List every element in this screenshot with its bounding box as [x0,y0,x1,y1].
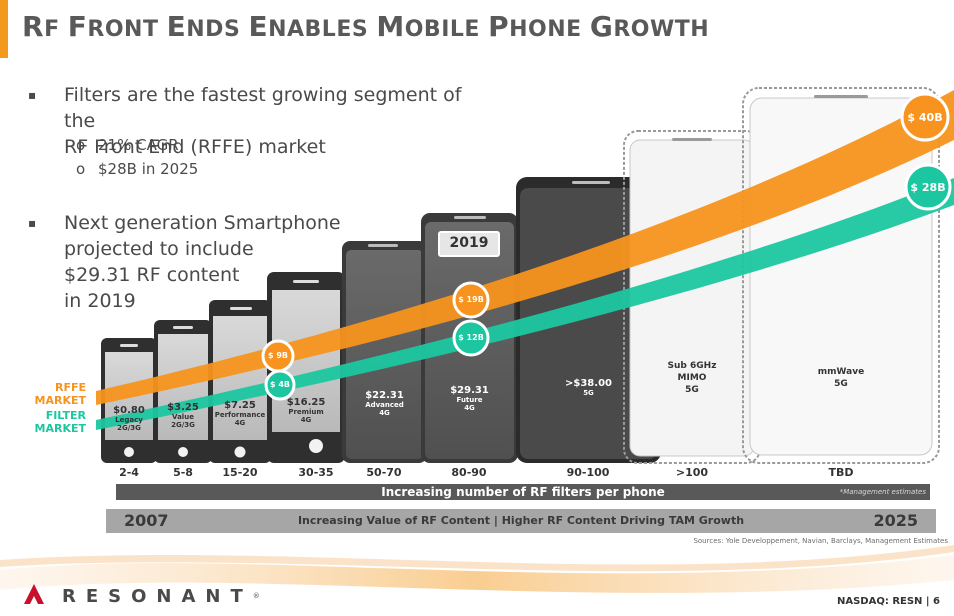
filter-count-label: >100 [675,466,709,479]
title-accent-bar [0,0,8,58]
phone-label-sub6ghz: Sub 6GHz MIMO 5G [667,361,717,395]
bullet-text-line: projected to include [64,238,254,260]
bullet-text-line: Filters are the fastest growing segment … [64,84,462,132]
rf-filters-bar: Increasing number of RF filters per phon… [116,484,930,500]
rf-value-bar: 2007 Increasing Value of RF Content | Hi… [106,509,936,533]
footer-swoosh [0,555,954,593]
bullet-text-line: in 2019 [64,290,136,312]
marker-label-filter-4b: $ 4B [269,380,290,389]
resonant-logo-icon [24,584,44,604]
year-start: 2007 [124,511,169,530]
legend-rffe-market: RFFE MARKET [34,381,86,407]
filter-count-label: 80-90 [451,466,487,479]
year-badge-label: 2019 [449,235,489,251]
sub-bullet-cagr: o 21% CAGR [76,136,179,154]
marker-label-rffe-19b: $ 19B [458,295,484,304]
marker-filter-4b [264,369,296,401]
filter-count-label: 50-70 [366,466,402,479]
year-badge-2019 [438,231,500,257]
bullet-text-line: RF Front End (RFFE) market [64,136,326,158]
phone-label-future: $29.31 Future 4G [450,385,489,412]
marker-label-filter-12b: $ 12B [458,333,484,342]
filter-market-curve [96,178,954,430]
phone-value [154,320,212,463]
phone-performance [209,300,271,463]
filter-count-label: 15-20 [222,466,258,479]
management-estimates-note: *Management estimates [839,488,926,496]
marker-filter-12b [452,319,490,357]
filter-count-label: 30-35 [298,466,334,479]
phone-label-legacy: $0.80 Legacy 2G/3G [113,405,145,432]
page-title: RF FRONT ENDS ENABLES MOBILE PHONE GROWT… [22,10,710,43]
sources-note: Sources: Yole Developpement, Navian, Bar… [693,537,948,545]
filter-count-label: 5-8 [173,466,193,479]
phone-label-mmwave: mmWave 5G [817,367,865,389]
phone-label-premium: $16.25 Premium 4G [286,397,326,424]
phone-label-advanced: $22.31 Advanced 4G [365,390,404,417]
bullet-text-line: $29.31 RF content [64,264,240,286]
marker-label-rffe-40b: $ 40B [907,111,943,124]
marker-label-rffe-9b: $ 9B [267,351,288,360]
phone-label-5g: >$38.00 5G [565,378,612,397]
filter-count-label: 90-100 [566,466,610,479]
bullet-square-icon: ▪ [28,216,37,230]
marker-label-filter-28b: $ 28B [910,181,946,194]
filter-count-label: TBD [828,466,854,479]
bullet-square-icon: ▪ [28,88,37,102]
bullet-text-line: Next generation Smartphone [64,212,341,234]
page-number: NASDAQ: RESN | 6 [836,596,940,607]
marker-rffe-19b [452,281,490,319]
sub-bullet-2025: o $28B in 2025 [76,160,199,178]
marker-rffe-40b [900,92,950,142]
year-end: 2025 [873,511,918,530]
rffe-market-curve [96,90,954,405]
brand-wordmark: RESONANT [62,585,253,607]
marker-filter-28b [904,163,952,211]
legend-filter-market: FILTER MARKET [34,409,86,435]
phone-label-value: $3.25 Value 2G/3G [167,402,199,429]
phone-premium [267,272,345,463]
resonant-logo: RESONANT ® [62,585,260,607]
filter-count-label: 2-4 [119,466,139,479]
phone-label-performance: $7.25 Performance 4G [214,400,266,427]
